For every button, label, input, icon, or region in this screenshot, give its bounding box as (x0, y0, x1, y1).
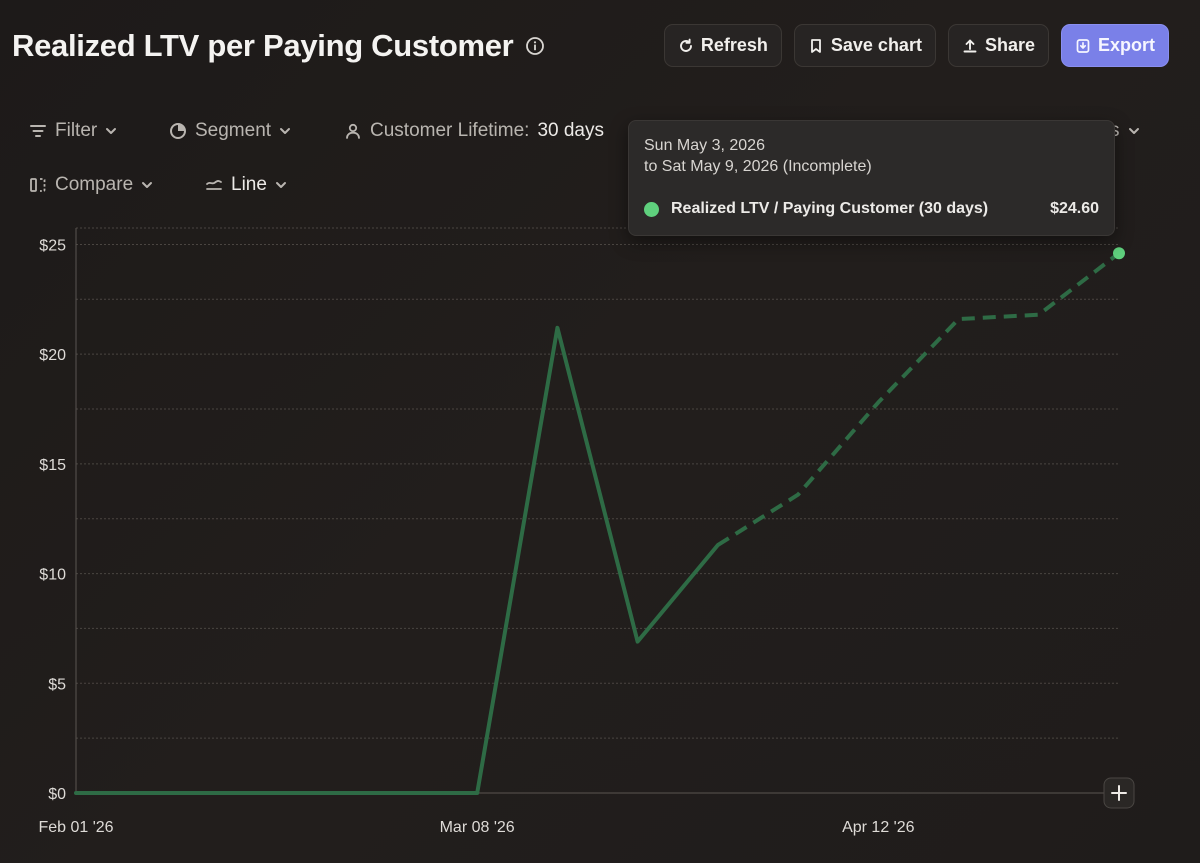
export-label: Export (1097, 35, 1155, 55)
x-tick-label: Apr 12 '26 (842, 819, 915, 836)
filter-icon (30, 125, 46, 137)
series-color-dot (644, 201, 659, 217)
y-tick-label: $20 (39, 347, 66, 364)
lifetime-value: 30 days (537, 120, 604, 141)
header-actions: Refresh Save chart Share Export (663, 24, 1169, 67)
y-tick-label: $5 (48, 676, 66, 693)
download-icon (1076, 38, 1090, 53)
compare-dropdown[interactable]: Compare (29, 174, 153, 196)
tooltip-series-value: $24.60 (1050, 200, 1099, 217)
chevron-down-icon (280, 128, 291, 134)
compare-label: Compare (55, 174, 134, 195)
series-line-complete (74, 325, 720, 795)
highlight-point (1113, 247, 1125, 260)
upload-icon (963, 39, 977, 52)
share-button[interactable]: Share (947, 24, 1049, 67)
customer-lifetime-dropdown[interactable]: Customer Lifetime: 30 days (344, 120, 604, 142)
chart-grid (76, 227, 1119, 739)
export-button[interactable]: Export (1060, 24, 1169, 67)
segment-dropdown[interactable]: Segment (169, 120, 291, 142)
x-tick-label: Mar 08 '26 (440, 819, 515, 836)
chart-type-label: Line (231, 174, 267, 195)
pie-chart-icon (170, 123, 186, 139)
lifetime-label: Customer Lifetime: (370, 120, 530, 141)
segment-label: Segment (195, 120, 272, 141)
plus-icon (1111, 785, 1127, 801)
line-chart-icon (206, 180, 222, 190)
save-chart-label: Save chart (830, 35, 922, 55)
title-row: Realized LTV per Paying Customer (12, 24, 545, 68)
info-icon[interactable] (525, 36, 545, 56)
filter-dropdown[interactable]: Filter (29, 120, 117, 142)
y-tick-label: $25 (39, 237, 66, 254)
page-title: Realized LTV per Paying Customer (12, 28, 514, 63)
chart-axes: $0 $5 $10 $15 $20 $25 Feb 01 '26 Mar 08 '26 Apr … (38, 228, 1119, 836)
y-tick-label: $0 (48, 786, 66, 803)
compare-icon (30, 178, 46, 192)
chevron-down-icon (1128, 128, 1139, 134)
series-line-incomplete (716, 251, 1121, 547)
chart-series (74, 247, 1125, 795)
chevron-down-icon (142, 182, 153, 188)
chevron-down-icon (106, 128, 117, 134)
chevron-down-icon (275, 182, 286, 188)
bookmark-icon (810, 38, 821, 53)
refresh-label: Refresh (700, 35, 768, 55)
x-tick-label: Feb 01 '26 (38, 819, 113, 836)
share-label: Share (984, 35, 1035, 55)
chart-type-dropdown[interactable]: Line (205, 174, 287, 196)
chart-tooltip: Sun May 3, 2026 to Sat May 9, 2026 (Inco… (628, 120, 1115, 236)
y-tick-label: $15 (39, 457, 66, 474)
filter-label: Filter (55, 120, 98, 141)
refresh-icon (679, 38, 692, 52)
refresh-button[interactable]: Refresh (663, 24, 782, 67)
tooltip-series-name: Realized LTV / Paying Customer (30 days) (671, 200, 989, 217)
tooltip-series-row: Realized LTV / Paying Customer (30 days)… (644, 200, 1099, 218)
y-tick-label: $10 (39, 567, 66, 584)
tooltip-date-end: to Sat May 9, 2026 (Incomplete) (644, 158, 872, 175)
tooltip-date-start: Sun May 3, 2026 (644, 137, 765, 154)
save-chart-button[interactable]: Save chart (793, 24, 936, 67)
zoom-plus-button[interactable] (1103, 777, 1135, 809)
user-icon (346, 123, 360, 139)
